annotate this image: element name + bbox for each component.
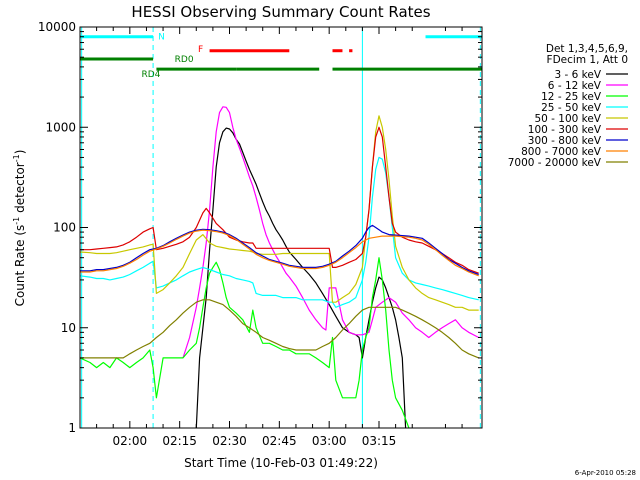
plot-frame	[79, 26, 483, 429]
series-line-7	[80, 224, 479, 276]
legend-label-9: 7000 - 20000 keV	[508, 157, 602, 169]
flag-label-n: N	[158, 33, 165, 43]
legend: Det 1,3,4,5,6,9,FDecim 1, Att 0 3 - 6 keV…	[508, 43, 628, 169]
series-line-8	[80, 229, 479, 277]
series-line-2	[182, 106, 479, 359]
legend-label-4: 25 - 50 keV	[541, 102, 602, 114]
x-tick-label-5: 03:00	[312, 434, 347, 448]
flag-label-rd0: RD0	[175, 55, 194, 65]
x-axis-label: Start Time (10-Feb-03 01:49:22)	[184, 456, 378, 470]
series-line-4	[79, 156, 479, 308]
flag-label-f: F	[198, 45, 203, 55]
x-tick-label-6: 03:15	[362, 434, 397, 448]
y-tick-label-5: 10000	[38, 20, 76, 34]
y-tick-label-3: 100	[53, 221, 76, 235]
chart-title: HESSI Observing Summary Count Rates	[131, 3, 430, 21]
y-axis-label-part3: )	[13, 150, 27, 155]
legend-label-5: 50 - 100 keV	[534, 113, 601, 125]
x-tick-label-2: 02:15	[162, 434, 197, 448]
flag-label-rd4: RD4	[141, 70, 160, 80]
series-line-9	[80, 299, 479, 359]
y-axis-label-part1: Count Rate (s	[13, 225, 27, 307]
legend-label-3: 12 - 25 keV	[541, 91, 602, 103]
legend-label-1: 3 - 6 keV	[554, 69, 601, 81]
legend-header-2: FDecim 1, Att 0	[547, 54, 628, 66]
y-axis-label-sup2: -1	[12, 154, 21, 162]
legend-label-8: 800 - 7000 keV	[521, 146, 602, 158]
y-axis-label: Count Rate (s-1 detector-1)	[12, 150, 27, 307]
legend-header-1: Det 1,3,4,5,6,9,	[546, 43, 628, 55]
series-line-1	[195, 127, 407, 429]
y-axis-label-part2: detector	[13, 162, 27, 217]
x-tick-label-1: 02:00	[113, 434, 148, 448]
series-line-6	[80, 126, 479, 274]
series-line-3	[79, 257, 410, 429]
x-tick-label-3: 02:30	[212, 434, 247, 448]
series-line-5	[79, 115, 479, 311]
y-tick-label-2: 10	[61, 321, 76, 335]
legend-label-2: 6 - 12 keV	[548, 80, 602, 92]
y-axis-label-sup1: -1	[12, 217, 21, 225]
y-tick-label-1: 1	[68, 421, 76, 435]
y-tick-label-4: 1000	[45, 120, 76, 134]
footer-timestamp: 6-Apr-2010 05:28	[575, 469, 636, 477]
x-tick-label-4: 02:45	[262, 434, 297, 448]
legend-label-7: 300 - 800 keV	[528, 135, 602, 147]
legend-label-6: 100 - 300 keV	[528, 124, 602, 136]
